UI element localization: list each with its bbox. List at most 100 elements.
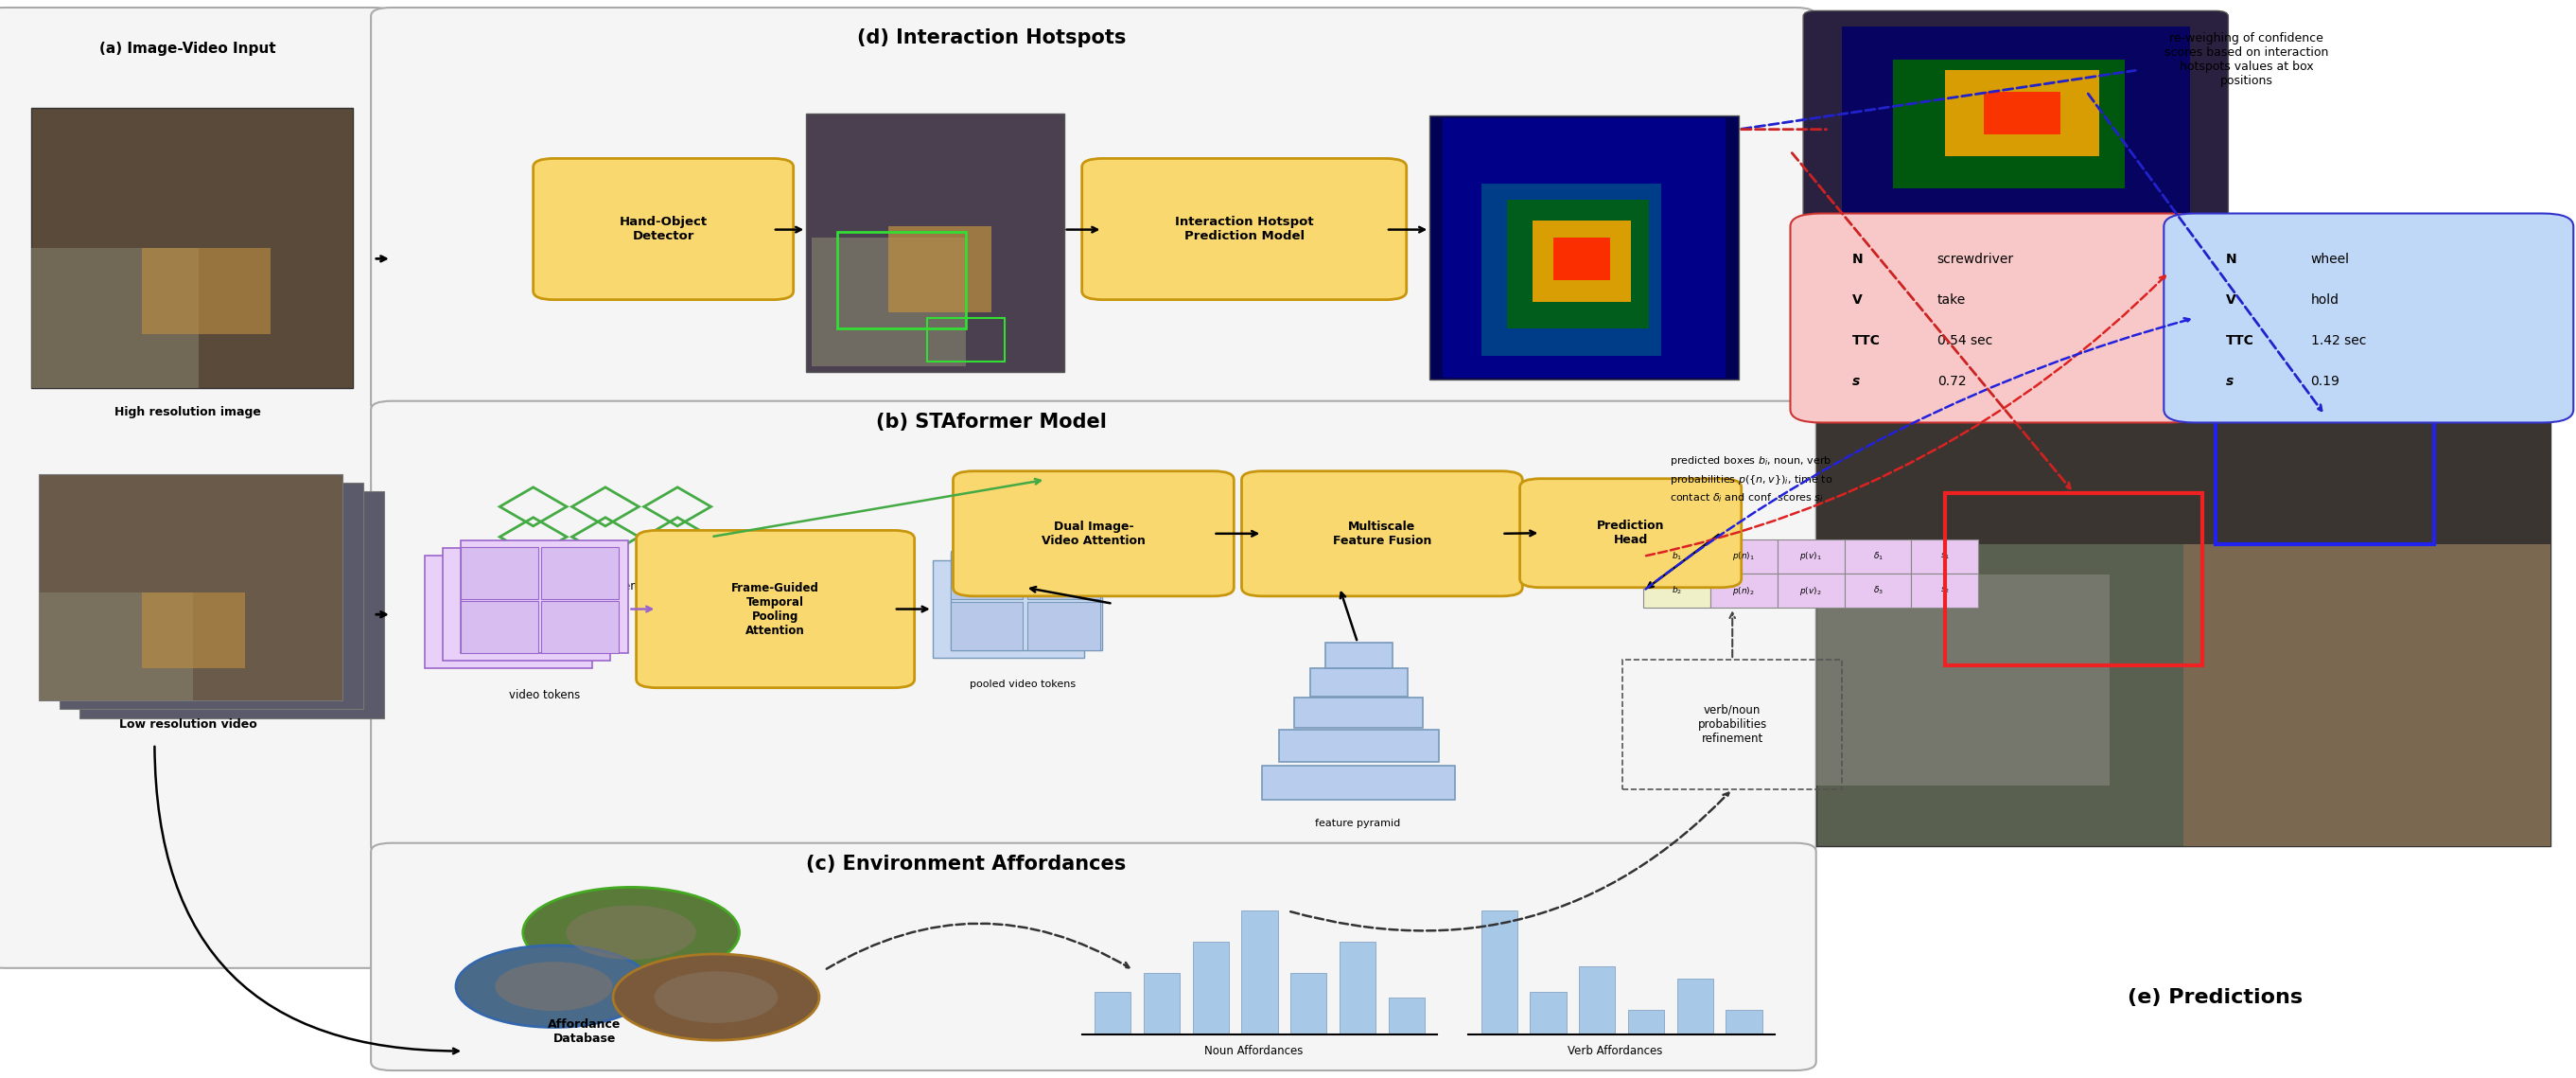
FancyBboxPatch shape [1242,471,1522,596]
FancyBboxPatch shape [31,248,198,388]
Text: $p(v)_1$: $p(v)_1$ [1801,550,1821,563]
FancyBboxPatch shape [1911,539,1978,573]
FancyBboxPatch shape [39,474,343,701]
FancyBboxPatch shape [1777,573,1844,608]
Text: Frame-Guided
Temporal
Pooling
Attention: Frame-Guided Temporal Pooling Attention [732,582,819,636]
FancyBboxPatch shape [425,555,592,668]
FancyBboxPatch shape [371,843,1816,1070]
FancyBboxPatch shape [1481,911,1517,1035]
Text: $p(n)_2$: $p(n)_2$ [1734,584,1754,597]
FancyBboxPatch shape [80,492,384,718]
Text: (a) Image-Video Input: (a) Image-Video Input [100,41,276,56]
FancyBboxPatch shape [31,108,353,388]
FancyBboxPatch shape [1430,115,1739,379]
Circle shape [654,971,778,1023]
Text: Prediction
Head: Prediction Head [1597,520,1664,547]
FancyBboxPatch shape [811,237,966,367]
FancyBboxPatch shape [1507,199,1649,329]
FancyBboxPatch shape [1777,539,1844,573]
Text: re-weighing of confidence
scores based on interaction
hotspots values at box
pos: re-weighing of confidence scores based o… [2164,32,2329,86]
FancyBboxPatch shape [1911,573,1978,608]
Text: screwdriver: screwdriver [1937,252,2014,265]
FancyBboxPatch shape [1144,972,1180,1035]
Text: hold: hold [2311,293,2339,306]
Text: video tokens: video tokens [510,689,580,702]
FancyBboxPatch shape [1095,992,1131,1035]
Text: verb/noun
probabilities
refinement: verb/noun probabilities refinement [1698,704,1767,745]
FancyBboxPatch shape [1790,213,2200,423]
FancyBboxPatch shape [1530,992,1566,1035]
Text: Dual Image-
Video Attention: Dual Image- Video Attention [1041,521,1146,547]
Text: 0.19: 0.19 [2311,374,2339,388]
FancyBboxPatch shape [1309,668,1406,696]
FancyBboxPatch shape [1816,243,2550,846]
FancyBboxPatch shape [1842,27,2190,221]
FancyBboxPatch shape [541,602,618,653]
FancyBboxPatch shape [533,158,793,300]
FancyBboxPatch shape [1710,539,1777,573]
Text: Affordance
Database: Affordance Database [549,1019,621,1045]
FancyBboxPatch shape [1726,1010,1762,1035]
FancyBboxPatch shape [1242,911,1278,1035]
FancyBboxPatch shape [1028,602,1100,650]
Circle shape [613,954,819,1040]
Text: s: s [2226,374,2233,388]
FancyBboxPatch shape [1533,221,1631,302]
Text: Verb Affordances: Verb Affordances [1569,1045,1662,1058]
FancyBboxPatch shape [1628,1010,1664,1035]
FancyBboxPatch shape [1520,479,1741,588]
FancyBboxPatch shape [951,602,1023,650]
FancyBboxPatch shape [889,226,992,313]
Text: V: V [1852,293,1862,306]
FancyBboxPatch shape [443,548,611,661]
Text: $\delta_3$: $\delta_3$ [1873,585,1883,596]
FancyBboxPatch shape [1082,158,1406,300]
Text: TTC: TTC [2226,334,2254,347]
Text: TTC: TTC [1852,334,1880,347]
Text: Hand-Object
Detector: Hand-Object Detector [618,216,708,243]
Text: $b_2$: $b_2$ [1672,585,1682,596]
FancyBboxPatch shape [806,113,1064,372]
FancyBboxPatch shape [461,540,629,653]
Text: $p(v)_2$: $p(v)_2$ [1801,584,1821,597]
FancyBboxPatch shape [541,547,618,599]
Text: V: V [2226,293,2236,306]
FancyBboxPatch shape [1291,972,1327,1035]
FancyBboxPatch shape [1893,59,2125,189]
Text: Low resolution video: Low resolution video [118,718,258,731]
FancyBboxPatch shape [1844,539,1911,573]
FancyBboxPatch shape [1677,979,1713,1035]
Text: pooled video tokens: pooled video tokens [969,680,1077,689]
FancyBboxPatch shape [1816,575,2110,786]
FancyBboxPatch shape [1193,942,1229,1035]
FancyBboxPatch shape [1945,70,2099,156]
FancyBboxPatch shape [2182,544,2550,846]
FancyBboxPatch shape [636,530,914,688]
FancyBboxPatch shape [1643,539,1710,573]
FancyBboxPatch shape [1844,573,1911,608]
FancyBboxPatch shape [1553,237,1610,280]
Text: $b_1$: $b_1$ [1672,551,1682,562]
Text: 0.54 sec: 0.54 sec [1937,334,1991,347]
Text: image tokens: image tokens [567,580,644,593]
FancyBboxPatch shape [1481,183,1662,356]
Text: $\delta_1$: $\delta_1$ [1873,551,1883,562]
FancyBboxPatch shape [951,553,1103,650]
FancyBboxPatch shape [1278,730,1437,762]
FancyBboxPatch shape [1643,573,1710,608]
FancyBboxPatch shape [1803,11,2228,237]
FancyBboxPatch shape [142,248,270,334]
FancyBboxPatch shape [951,551,1023,599]
FancyBboxPatch shape [39,593,193,701]
Text: 0.72: 0.72 [1937,374,1965,388]
Text: contact $\delta_i$ and conf. scores $s_i$: contact $\delta_i$ and conf. scores $s_i… [1669,492,1824,505]
Text: (d) Interaction Hotspots: (d) Interaction Hotspots [858,28,1126,47]
FancyBboxPatch shape [1293,697,1422,728]
Text: Noun Affordances: Noun Affordances [1203,1045,1303,1058]
Text: (e) Predictions: (e) Predictions [2128,987,2303,1007]
FancyBboxPatch shape [371,8,1816,413]
FancyBboxPatch shape [1388,998,1425,1035]
Text: Interaction Hotspot
Prediction Model: Interaction Hotspot Prediction Model [1175,216,1314,243]
Text: $s_2$: $s_2$ [1940,585,1950,596]
Text: s: s [1852,374,1860,388]
